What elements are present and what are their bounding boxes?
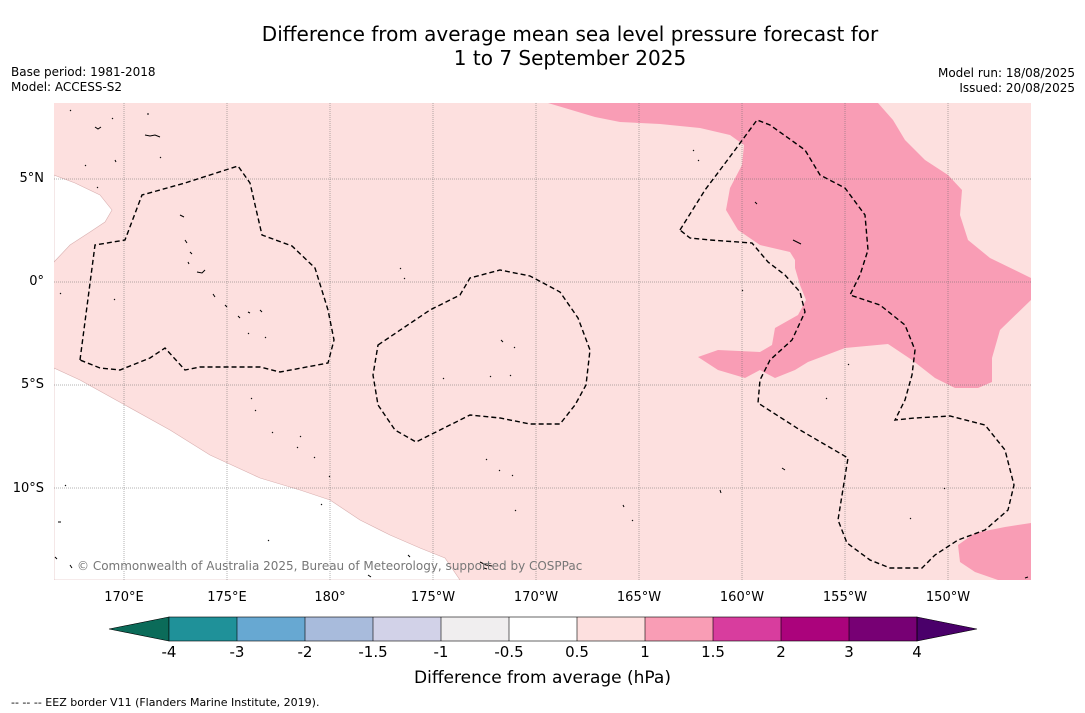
- colorbar-extend-high: [916, 616, 978, 642]
- meta-right: Model run: 18/08/2025 Issued: 20/08/2025: [938, 66, 1075, 96]
- colorbar-segment: [305, 617, 373, 641]
- anomaly-band-1-to-1.5-south-east: [958, 523, 1031, 580]
- colorbar-extend-low: [108, 616, 170, 642]
- map-title: Difference from average mean sea level p…: [0, 22, 1085, 70]
- line-islands: [54, 149, 1029, 579]
- title-line-1: Difference from average mean sea level p…: [261, 22, 879, 46]
- lon-tick: 170°W: [513, 590, 559, 605]
- colorbar-tick: -2: [297, 643, 313, 661]
- lat-tick: 0°: [29, 274, 44, 289]
- islands: [54, 109, 1029, 579]
- eez-border-line-islands: [679, 119, 1015, 569]
- colorbar-tick: -0.5: [494, 643, 524, 661]
- colorbar-segment: [441, 617, 509, 641]
- lon-tick: 175°W: [410, 590, 456, 605]
- lon-tick: 165°W: [616, 590, 662, 605]
- lon-tick: 150°W: [925, 590, 971, 605]
- title-line-2: 1 to 7 September 2025: [453, 46, 687, 70]
- eez-border-tuvalu: [79, 165, 335, 373]
- colorbar-segment: [849, 617, 917, 641]
- eez-legend-footer: -- -- -- EEZ border V11 (Flanders Marine…: [11, 696, 320, 709]
- colorbar-segment: [373, 617, 441, 641]
- colorbar-segment: [645, 617, 713, 641]
- eez-borders: [79, 119, 1015, 569]
- colorbar-tick: 4: [912, 643, 922, 661]
- colorbar-tick: 2: [776, 643, 786, 661]
- lat-tick: 5°S: [20, 377, 44, 392]
- colorbar-tick: -1.5: [358, 643, 388, 661]
- graticule: [54, 103, 1031, 580]
- copyright-notice: © Commonwealth of Australia 2025, Bureau…: [77, 559, 583, 573]
- issued-date: Issued: 20/08/2025: [959, 81, 1075, 95]
- lat-tick: 10°S: [12, 481, 44, 496]
- low-anomaly-region-south: [54, 367, 461, 580]
- colorbar-tick: 0.5: [565, 643, 589, 661]
- lon-tick: 170°E: [104, 590, 144, 605]
- colorbar-segment: [713, 617, 781, 641]
- colorbar-tick: 1: [640, 643, 650, 661]
- lon-tick: 180°: [314, 590, 346, 605]
- colorbar-tick: -3: [229, 643, 245, 661]
- low-anomaly-region-north: [54, 174, 113, 263]
- colorbar-tick: 1.5: [701, 643, 725, 661]
- tuvalu-islands: [69, 109, 267, 339]
- phoenix-islands: [59, 267, 517, 512]
- base-period: Base period: 1981-2018: [11, 65, 156, 79]
- colorbar-segment: [237, 617, 305, 641]
- colorbar-segment: [781, 617, 849, 641]
- colorbar-tick: -4: [161, 643, 177, 661]
- lon-tick: 175°E: [207, 590, 247, 605]
- colorbar-segment: [577, 617, 645, 641]
- model-name: Model: ACCESS-S2: [11, 80, 123, 94]
- colorbar-segment: [169, 617, 237, 641]
- lat-tick: 5°N: [19, 171, 45, 186]
- colorbar-label: Difference from average (hPa): [414, 668, 671, 688]
- colorbar-tick: -1: [433, 643, 449, 661]
- map-panel: [54, 103, 1031, 580]
- colorbar-segment: [509, 617, 577, 641]
- model-run: Model run: 18/08/2025: [937, 66, 1075, 80]
- lon-tick: 155°W: [822, 590, 868, 605]
- lon-tick: 160°W: [719, 590, 765, 605]
- anomaly-band-1-to-1.5-north-east: [548, 103, 1031, 580]
- meta-left: Base period: 1981-2018 Model: ACCESS-S2: [11, 65, 156, 95]
- colorbar-tick: 3: [844, 643, 854, 661]
- colorbar: [108, 616, 978, 642]
